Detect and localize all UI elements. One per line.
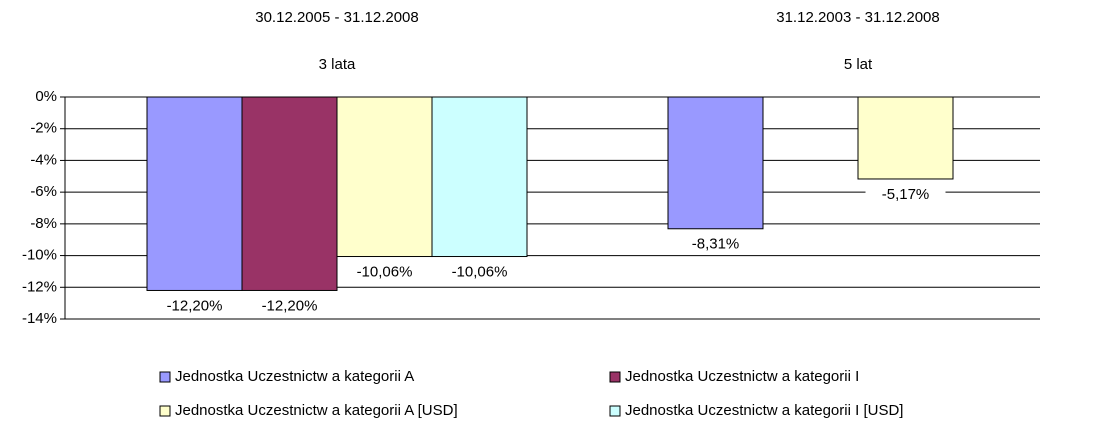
label-background — [675, 234, 756, 255]
y-tick-label: -2% — [30, 120, 57, 137]
data-label: -5,17% — [882, 186, 930, 203]
data-label: -12,20% — [262, 297, 318, 314]
bar — [667, 96, 764, 230]
legend-swatch — [159, 405, 171, 417]
category-label: 30.12.2005 - 31.12.2008 — [255, 9, 418, 26]
category-label: 31.12.2003 - 31.12.2008 — [776, 9, 939, 26]
label-background — [439, 262, 520, 283]
y-tick-label: -4% — [30, 151, 57, 168]
bar — [241, 96, 338, 291]
label-background — [154, 296, 235, 317]
bar — [146, 96, 243, 291]
bar — [857, 96, 954, 180]
data-label: -10,06% — [452, 263, 508, 280]
bar — [336, 96, 433, 258]
legend-label: Jednostka Uczestnictw a kategorii I [USD… — [625, 402, 903, 419]
legend-swatch — [609, 371, 621, 383]
legend-swatch — [159, 371, 171, 383]
data-label: -8,31% — [692, 236, 740, 253]
label-background — [249, 296, 330, 317]
label-background — [865, 184, 946, 205]
y-tick-label: -14% — [22, 310, 57, 327]
legend-label: Jednostka Uczestnictw a kategorii A — [175, 368, 414, 385]
label-background — [344, 262, 425, 283]
legend-swatch — [609, 405, 621, 417]
category-sublabel: 5 lat — [844, 56, 873, 73]
data-label: -12,20% — [167, 297, 223, 314]
legend-label: Jednostka Uczestnictw a kategorii A [USD… — [175, 402, 458, 419]
y-tick-label: -6% — [30, 183, 57, 200]
y-tick-label: -12% — [22, 278, 57, 295]
y-tick-label: 0% — [35, 88, 57, 105]
y-tick-label: -10% — [22, 247, 57, 264]
category-sublabel: 3 lata — [319, 56, 356, 73]
y-tick-label: -8% — [30, 215, 57, 232]
data-label: -10,06% — [357, 263, 413, 280]
legend-label: Jednostka Uczestnictw a kategorii I — [625, 368, 859, 385]
bar — [431, 96, 528, 258]
